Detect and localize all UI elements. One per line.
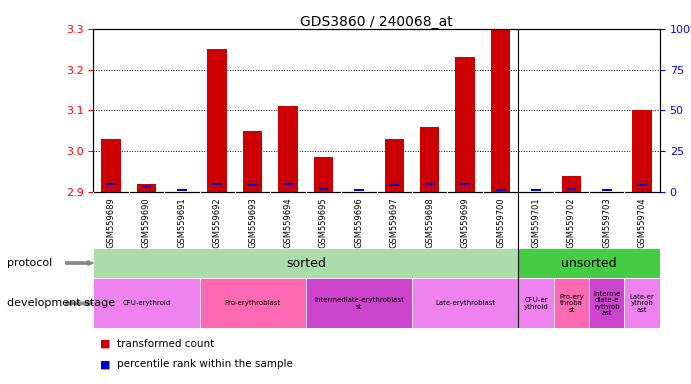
Bar (518, 248, 660, 278)
Text: transformed count: transformed count (117, 339, 215, 349)
Bar (531, 189, 541, 191)
Text: GSM559693: GSM559693 (248, 197, 257, 248)
Bar (106, 183, 116, 185)
Text: GSM559699: GSM559699 (461, 197, 470, 248)
Bar (460, 183, 470, 185)
Text: GSM559701: GSM559701 (531, 197, 540, 248)
Text: GSM559697: GSM559697 (390, 197, 399, 248)
Text: GSM559703: GSM559703 (603, 197, 612, 248)
Text: GDS3860 / 240068_at: GDS3860 / 240068_at (300, 15, 453, 29)
Bar (248, 184, 258, 187)
Text: GSM559698: GSM559698 (425, 197, 434, 248)
Bar (354, 189, 363, 191)
Bar (278, 106, 298, 192)
Bar (385, 139, 404, 192)
Bar (137, 184, 156, 192)
Bar (177, 189, 187, 191)
Bar (637, 184, 647, 187)
Text: GSM559700: GSM559700 (496, 197, 505, 248)
Bar (93, 248, 518, 278)
Bar (589, 278, 625, 328)
Bar (319, 188, 328, 190)
Bar (425, 183, 435, 185)
Bar (200, 278, 305, 328)
Text: ■: ■ (100, 359, 114, 369)
Text: GSM559689: GSM559689 (106, 197, 115, 248)
Text: GSM559696: GSM559696 (354, 197, 363, 248)
Text: CFU-erythroid: CFU-erythroid (122, 300, 171, 306)
Text: Interme
diate-e
rythrob
ast: Interme diate-e rythrob ast (593, 291, 621, 316)
Text: unsorted: unsorted (561, 257, 617, 270)
Bar (491, 29, 510, 192)
Bar (314, 157, 333, 192)
Bar (283, 183, 293, 185)
Bar (420, 127, 439, 192)
Bar (602, 189, 612, 191)
Text: Late-er
ythrob
ast: Late-er ythrob ast (630, 294, 654, 313)
Text: GSM559704: GSM559704 (638, 197, 647, 248)
Bar (243, 131, 263, 192)
Bar (455, 57, 475, 192)
Text: GSM559690: GSM559690 (142, 197, 151, 248)
Bar (305, 278, 412, 328)
Text: GSM559694: GSM559694 (283, 197, 292, 248)
Text: GSM559702: GSM559702 (567, 197, 576, 248)
Bar (562, 176, 581, 192)
Text: GSM559691: GSM559691 (178, 197, 187, 248)
Bar (93, 278, 200, 328)
Text: sorted: sorted (286, 257, 325, 270)
Bar (390, 184, 399, 187)
Bar (553, 278, 589, 328)
Bar (567, 188, 576, 190)
Text: Intermediate-erythroblast
st: Intermediate-erythroblast st (314, 297, 404, 310)
Text: GSM559695: GSM559695 (319, 197, 328, 248)
Bar (625, 278, 660, 328)
Bar (412, 278, 518, 328)
Text: development stage: development stage (7, 298, 115, 308)
Text: Pro-ery
throba
st: Pro-ery throba st (559, 294, 584, 313)
Text: ■: ■ (100, 339, 114, 349)
Bar (142, 186, 151, 188)
Text: percentile rank within the sample: percentile rank within the sample (117, 359, 294, 369)
Text: Pro-erythroblast: Pro-erythroblast (225, 300, 281, 306)
Bar (518, 278, 553, 328)
Text: GSM559692: GSM559692 (213, 197, 222, 248)
Bar (212, 183, 222, 185)
Text: Late-erythroblast: Late-erythroblast (435, 300, 495, 306)
Bar (102, 139, 121, 192)
Bar (495, 189, 505, 191)
Bar (632, 110, 652, 192)
Text: protocol: protocol (7, 258, 52, 268)
Bar (207, 49, 227, 192)
Text: CFU-er
ythroid: CFU-er ythroid (524, 297, 549, 310)
